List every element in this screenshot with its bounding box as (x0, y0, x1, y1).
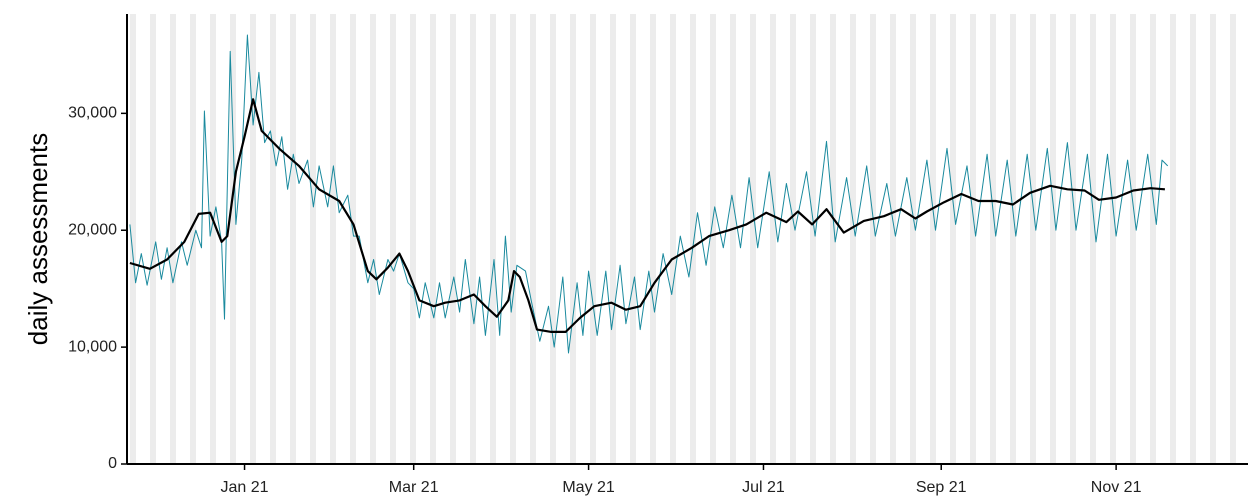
background-stripes (128, 14, 1248, 464)
x-tick-label: Jan 21 (221, 479, 269, 496)
y-tick-label: 0 (108, 455, 117, 472)
series-line (129, 98, 1165, 333)
y-tick-label: 30,000 (68, 105, 117, 122)
y-tick-label: 20,000 (68, 221, 117, 238)
series-line (129, 34, 1169, 354)
x-tick-label: Nov 21 (1091, 479, 1142, 496)
x-tick-label: Jul 21 (742, 479, 785, 496)
x-tick-label: May 21 (562, 479, 615, 496)
y-tick-label: 10,000 (68, 338, 117, 355)
x-tick-label: Sep 21 (916, 479, 967, 496)
y-axis-title: daily assessments (23, 133, 53, 345)
x-tick-label: Mar 21 (389, 479, 439, 496)
